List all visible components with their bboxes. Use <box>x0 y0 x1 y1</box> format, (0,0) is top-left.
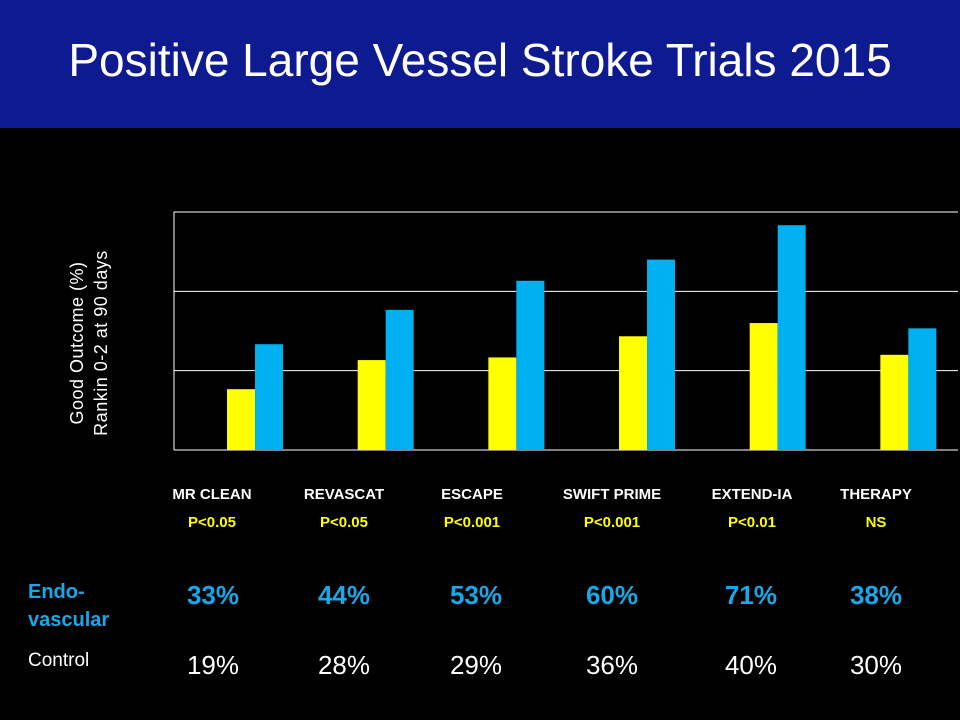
endovascular-bar-1 <box>385 309 414 450</box>
p-value-label: NS <box>865 514 887 531</box>
category-label: ESCAPE <box>441 486 503 503</box>
p-value-label: P<0.05 <box>188 514 236 531</box>
y-axis-label: Good Outcome (%) Rankin 0-2 at 90 days <box>65 213 115 473</box>
control-value: 19% <box>186 650 240 680</box>
control-bar-0 <box>227 389 256 450</box>
control-value: 28% <box>317 650 371 680</box>
y-axis-label-line1: Good Outcome (%) <box>67 261 87 425</box>
control-row-label: Control <box>28 650 90 671</box>
slide-title: Positive Large Vessel Stroke Trials 2015 <box>68 34 892 86</box>
endovascular-bar-0 <box>255 344 284 450</box>
control-bar-3 <box>619 336 648 450</box>
endovascular-value: 38% <box>849 580 903 610</box>
p-value-label: P<0.05 <box>320 514 368 531</box>
p-value-label: P<0.001 <box>443 514 501 531</box>
category-label: MR CLEAN <box>172 486 252 503</box>
control-value: 30% <box>849 650 903 680</box>
title-banner <box>0 0 960 128</box>
endovascular-value: 60% <box>585 580 639 610</box>
category-label: EXTEND-IA <box>711 486 793 503</box>
p-value-label: P<0.001 <box>583 514 641 531</box>
endovascular-bar-3 <box>647 259 676 450</box>
endovascular-bar-5 <box>908 328 937 450</box>
endovascular-value: 44% <box>317 580 371 610</box>
control-value: 40% <box>724 650 778 680</box>
y-axis-label-line2: Rankin 0-2 at 90 days <box>91 250 111 436</box>
category-label: REVASCAT <box>303 486 385 503</box>
endovascular-bar-4 <box>777 225 806 450</box>
endovascular-bar-2 <box>516 280 545 450</box>
control-bar-1 <box>357 360 386 450</box>
p-value-label: P<0.01 <box>728 514 776 531</box>
category-label: SWIFT PRIME <box>562 486 662 503</box>
control-bar-5 <box>880 354 909 450</box>
endovascular-value: 53% <box>449 580 503 610</box>
control-value: 29% <box>449 650 503 680</box>
endovascular-value: 71% <box>724 580 778 610</box>
control-bar-2 <box>488 357 517 450</box>
category-label: THERAPY <box>840 486 912 503</box>
control-bar-4 <box>749 323 778 450</box>
control-value: 36% <box>585 650 639 680</box>
endovascular-row-label: Endo- vascular <box>28 581 110 631</box>
endovascular-value: 33% <box>186 580 240 610</box>
